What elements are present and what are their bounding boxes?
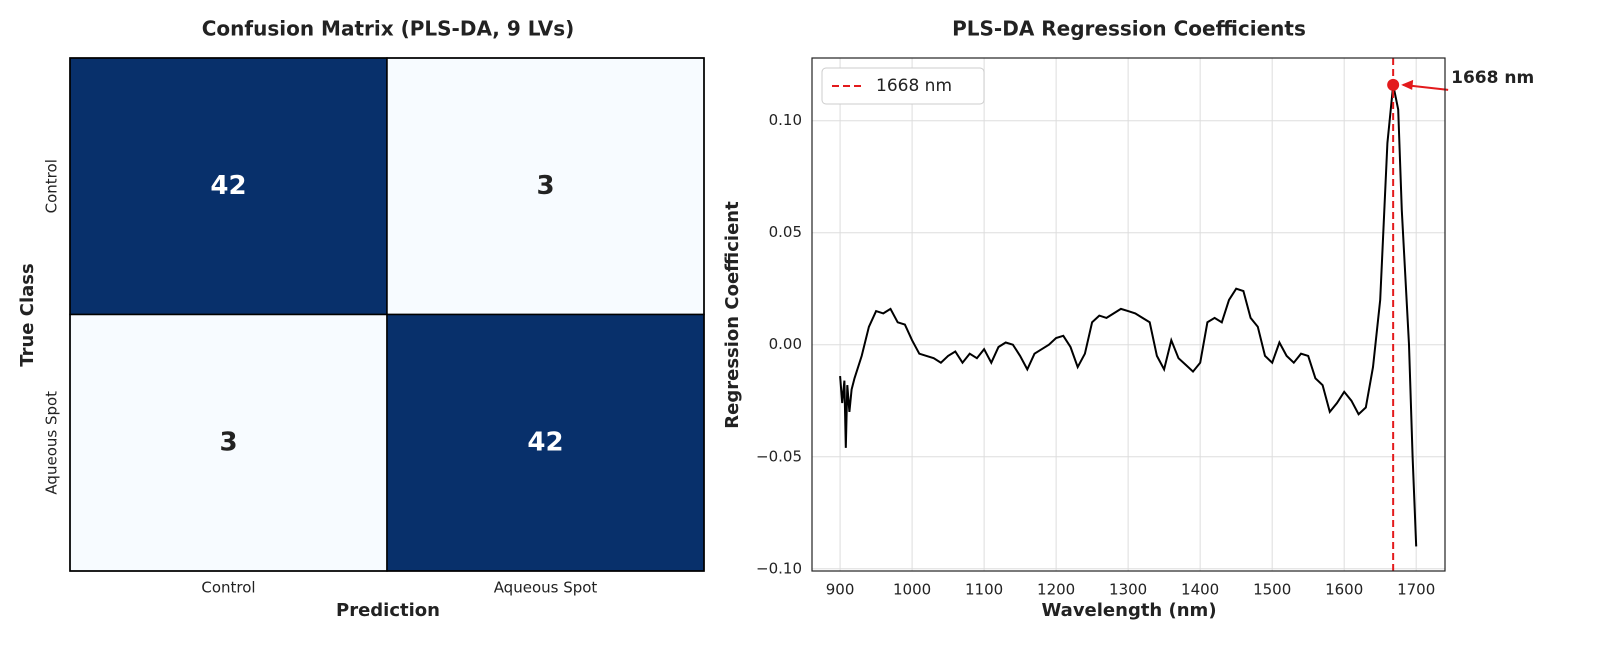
y-tick-label: −0.05 — [756, 447, 802, 465]
x-tick-label: 1700 — [1397, 581, 1435, 599]
x-tick-label: 1100 — [965, 581, 1003, 599]
cell-label: 3 — [219, 427, 237, 457]
annotation-text: 1668 nm — [1451, 68, 1534, 88]
x-axis-label: Prediction — [336, 600, 440, 621]
heatmap-cell — [386, 57, 705, 316]
legend-label: 1668 nm — [876, 76, 952, 96]
chart-title: Confusion Matrix (PLS-DA, 9 LVs) — [202, 17, 575, 41]
plot-frame — [69, 57, 705, 572]
heatmap-cell — [69, 313, 388, 572]
y-tick-label: Control — [43, 159, 61, 213]
y-tick-label: 0.05 — [769, 223, 802, 241]
y-tick-label: 0.00 — [769, 335, 802, 353]
x-tick-label: 1000 — [893, 581, 931, 599]
x-tick-label: Aqueous Spot — [494, 579, 598, 597]
x-tick-label: 900 — [826, 581, 855, 599]
x-tick-label: Control — [201, 579, 255, 597]
y-axis-label: Regression Coefficient — [722, 201, 743, 429]
legend-box — [821, 67, 985, 105]
x-tick-label: 1600 — [1325, 581, 1363, 599]
cell-label: 42 — [210, 171, 246, 201]
cell-label: 42 — [527, 427, 563, 457]
x-tick-label: 1500 — [1253, 581, 1291, 599]
arrow-head — [1401, 79, 1414, 90]
cell-label: 3 — [536, 171, 554, 201]
x-tick-label: 1400 — [1181, 581, 1219, 599]
y-tick-label: −0.10 — [756, 559, 802, 577]
y-axis-label: True Class — [17, 263, 38, 366]
x-tick-label: 1300 — [1109, 581, 1147, 599]
heatmap-cell — [386, 313, 705, 572]
plot-frame — [811, 57, 1446, 572]
data-line — [839, 84, 1418, 547]
y-tick-label: 0.10 — [769, 111, 802, 129]
annotation-point — [1387, 78, 1400, 91]
x-axis-label: Wavelength (nm) — [1041, 600, 1216, 621]
chart-title: PLS-DA Regression Coefficients — [952, 17, 1306, 41]
x-tick-label: 1200 — [1037, 581, 1075, 599]
heatmap-cell — [69, 57, 388, 316]
y-tick-label: Aqueous Spot — [43, 391, 61, 495]
